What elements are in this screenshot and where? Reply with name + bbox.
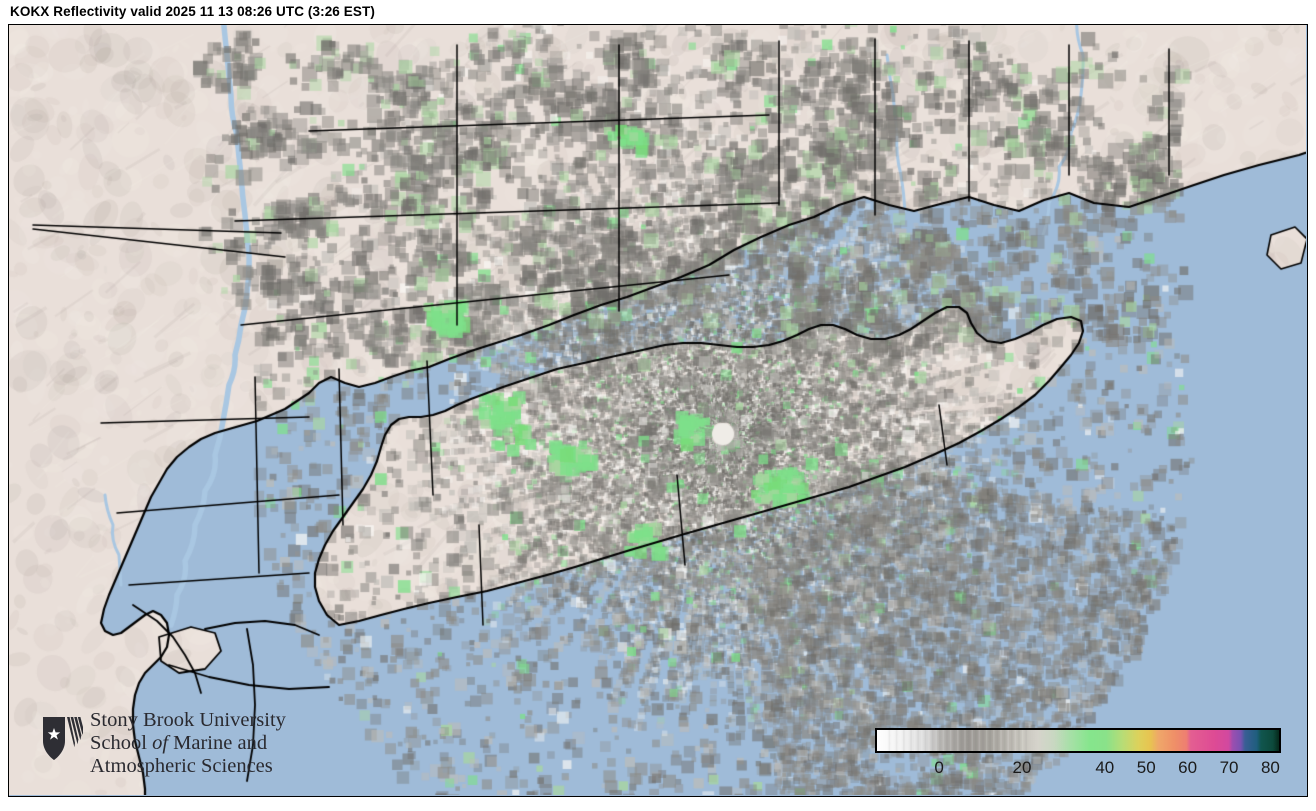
colorbar-tick-0: 0: [934, 758, 944, 777]
colorbar-tick-50: 50: [1136, 758, 1156, 777]
reflectivity-colorbar: 0 20 40 50 60 70 80: [875, 728, 1287, 790]
colorbar-tick-60: 60: [1178, 758, 1198, 777]
colorbar-box: [875, 728, 1281, 753]
colorbar-tick-labels: 0 20 40 50 60 70 80: [875, 753, 1281, 783]
page-title: KOKX Reflectivity valid 2025 11 13 08:26…: [10, 4, 375, 19]
colorbar-tick-80: 80: [1260, 758, 1280, 777]
title-bar: KOKX Reflectivity valid 2025 11 13 08:26…: [0, 0, 1316, 24]
colorbar-gradient: [877, 730, 1279, 751]
colorbar-tick-70: 70: [1219, 758, 1239, 777]
radar-map-canvas[interactable]: [9, 25, 1306, 795]
radar-map-frame[interactable]: Stony Brook University School of Marine …: [8, 24, 1308, 797]
colorbar-tick-20: 20: [1012, 758, 1032, 777]
colorbar-tick-40: 40: [1095, 758, 1115, 777]
